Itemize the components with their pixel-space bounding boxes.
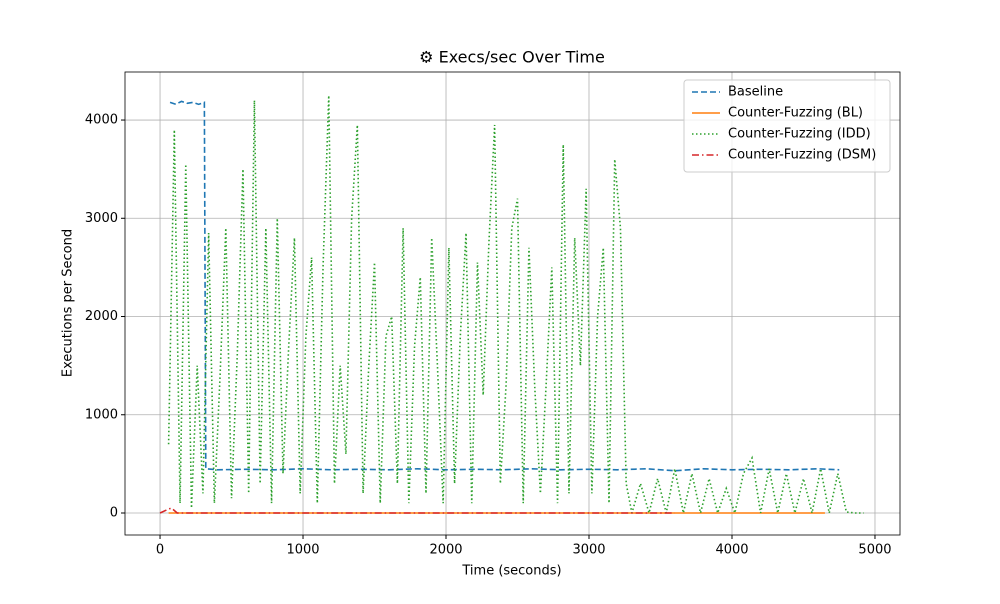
y-axis-label: Executions per Second	[61, 229, 76, 377]
x-axis-label: Time (seconds)	[461, 564, 561, 579]
legend-box	[683, 79, 891, 173]
plot-frame	[124, 71, 901, 536]
x-tick-label: 5000	[858, 543, 891, 558]
legend-label: Counter-Fuzzing (DSM)	[728, 148, 876, 163]
x-tick-label: 0	[156, 543, 164, 558]
legend-label: Counter-Fuzzing (BL)	[728, 106, 863, 121]
y-tick-label: 0	[110, 505, 118, 520]
chart-title: ⚙ Execs/sec Over Time	[419, 48, 605, 67]
x-tick-label: 4000	[715, 543, 748, 558]
legend-label: Counter-Fuzzing (IDD)	[728, 127, 871, 142]
x-tick-label: 1000	[286, 543, 319, 558]
y-tick-label: 3000	[85, 211, 118, 226]
legend-label: Baseline	[728, 85, 783, 100]
y-tick-label: 4000	[85, 113, 118, 128]
y-tick-label: 2000	[85, 309, 118, 324]
data-line	[159, 507, 675, 514]
data-line	[169, 100, 840, 472]
x-tick-label: 3000	[572, 543, 605, 558]
y-tick-label: 1000	[85, 407, 118, 422]
data-line	[167, 95, 864, 517]
x-tick-label: 2000	[429, 543, 462, 558]
